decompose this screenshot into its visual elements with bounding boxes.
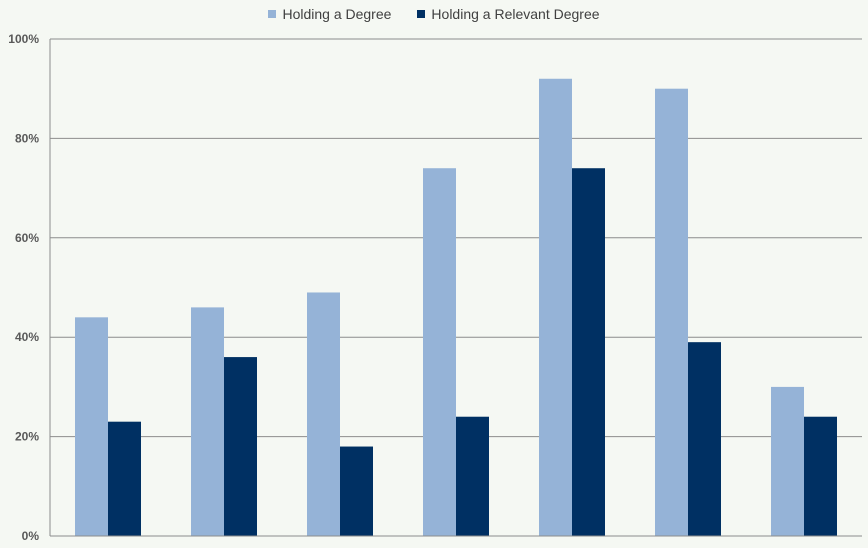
legend-label-holding-a-degree: Holding a Degree [282, 6, 392, 22]
bar-holding-a-degree-7 [771, 386, 804, 536]
bar-holding-a-relevant-degree-4 [456, 416, 489, 536]
legend: Holding a Degree Holding a Relevant Degr… [0, 6, 868, 22]
bar-holding-a-relevant-degree-3 [340, 446, 373, 536]
y-tick-label-60: 60% [15, 231, 39, 245]
legend-label-holding-a-relevant-degree: Holding a Relevant Degree [431, 6, 600, 22]
bar-holding-a-relevant-degree-5 [572, 168, 605, 536]
bar-holding-a-relevant-degree-7 [804, 416, 837, 536]
bar-holding-a-degree-3 [307, 292, 340, 536]
bar-holding-a-degree-4 [423, 168, 456, 536]
bar-holding-a-degree-6 [655, 88, 688, 536]
bar-holding-a-degree-1 [75, 317, 108, 536]
bar-holding-a-relevant-degree-6 [688, 342, 721, 536]
legend-swatch-holding-a-degree [268, 10, 277, 18]
bar-holding-a-relevant-degree-1 [108, 421, 141, 536]
y-tick-label-20: 20% [15, 430, 39, 444]
y-tick-label-100: 100% [8, 32, 39, 46]
legend-swatch-holding-a-relevant-degree [417, 10, 426, 18]
bar-holding-a-degree-5 [539, 78, 572, 536]
legend-item-holding-a-relevant-degree: Holding a Relevant Degree [417, 6, 600, 22]
bar-holding-a-relevant-degree-2 [224, 357, 257, 536]
y-tick-label-0: 0% [22, 529, 40, 543]
bar-holding-a-degree-2 [191, 307, 224, 536]
y-tick-label-40: 40% [15, 330, 39, 344]
legend-item-holding-a-degree: Holding a Degree [268, 6, 391, 22]
y-tick-label-80: 80% [15, 131, 39, 145]
